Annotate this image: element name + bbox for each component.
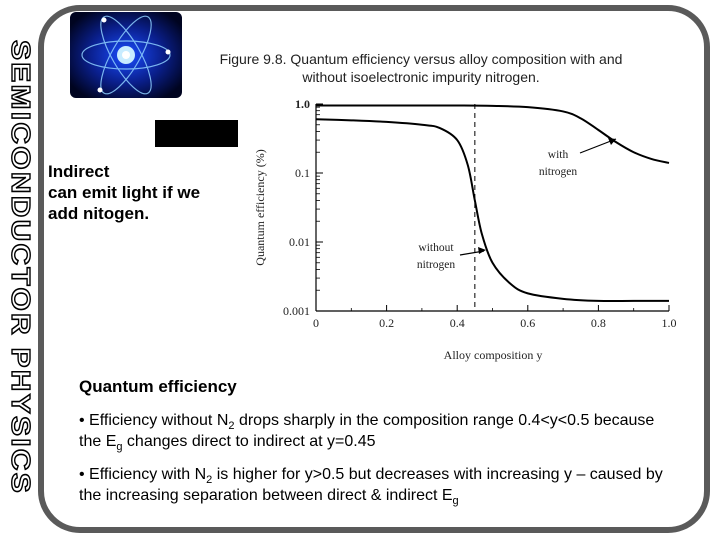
black-box [155,120,238,147]
bullet-1-suffix: changes direct to indirect at y=0.45 [122,433,376,450]
bullet-2-prefix: • Efficiency with N [79,466,207,483]
annotation-without-nitrogen-line1: without [418,242,454,254]
series-with-nitrogen-line [315,104,670,164]
annotation-with-nitrogen-arrowhead [608,138,616,145]
annotation-without-nitrogen-arrowhead [478,247,486,254]
x-tick-label: 0.8 [591,316,606,330]
x-tick-label: 1.0 [662,316,677,330]
bullet-2: • Efficiency with N2 is higher for y>0.5… [79,464,679,508]
indirect-note-line3: add nitogen. [48,204,150,223]
bullet-2-mid: is higher for y>0.5 but decreases with i… [79,466,663,504]
x-tick-label: 0.2 [379,316,394,330]
y-tick-label: 0.1 [295,166,310,180]
series-without-nitrogen-line [315,118,669,303]
bullet-1-mid: drops sharply in the composition range 0… [79,412,655,450]
annotation-without-nitrogen-line2: nitrogen [417,259,456,271]
indirect-note-line1: Indirect [48,162,110,181]
bullet-1-sub2: g [116,441,123,454]
x-tick-label: 0.6 [520,316,535,330]
y-tick-label: 1.0 [295,97,310,111]
bullet-2-sub1: 2 [206,474,213,487]
bullet-1-sub1: 2 [228,420,235,433]
y-tick-label: 0.001 [283,304,310,318]
bullet-1-prefix: • Efficiency without N [79,412,229,429]
side-title-text: SEMICONDUCTOR PHYSICS [6,40,36,495]
figure-caption-line2: without isoelectronic impurity nitrogen. [302,69,540,85]
figure-caption: Figure 9.8. Quantum efficiency versus al… [182,50,660,86]
figure-caption-line1: Figure 9.8. Quantum efficiency versus al… [219,51,623,67]
bullet-2-sub2: g [452,495,459,508]
annotation-with-nitrogen-line1: with [548,149,569,161]
x-tick-label: 0 [313,316,319,330]
indirect-note: Indirect can emit light if we add nitoge… [48,161,248,224]
side-title-graphic: SEMICONDUCTOR PHYSICS [5,39,36,495]
section-heading: Quantum efficiency [79,377,237,396]
atom-logo [70,12,182,98]
x-axis-label: Alloy composition y [444,348,543,362]
indirect-note-line2: can emit light if we [48,183,201,202]
quantum-efficiency-chart: 1.0 0.1 0.01 0.001 0 0.2 0.4 0.6 0.8 1.0 Alloy com… [248,95,688,370]
annotation-with-nitrogen-line2: nitrogen [539,166,578,178]
y-tick-label: 0.01 [289,235,310,249]
y-axis-label: Quantum efficiency (%) [253,149,267,265]
side-title: SEMICONDUCTOR PHYSICS [2,39,38,500]
x-tick-label: 0.4 [450,316,465,330]
bullet-1: • Efficiency without N2 drops sharply in… [79,410,679,454]
